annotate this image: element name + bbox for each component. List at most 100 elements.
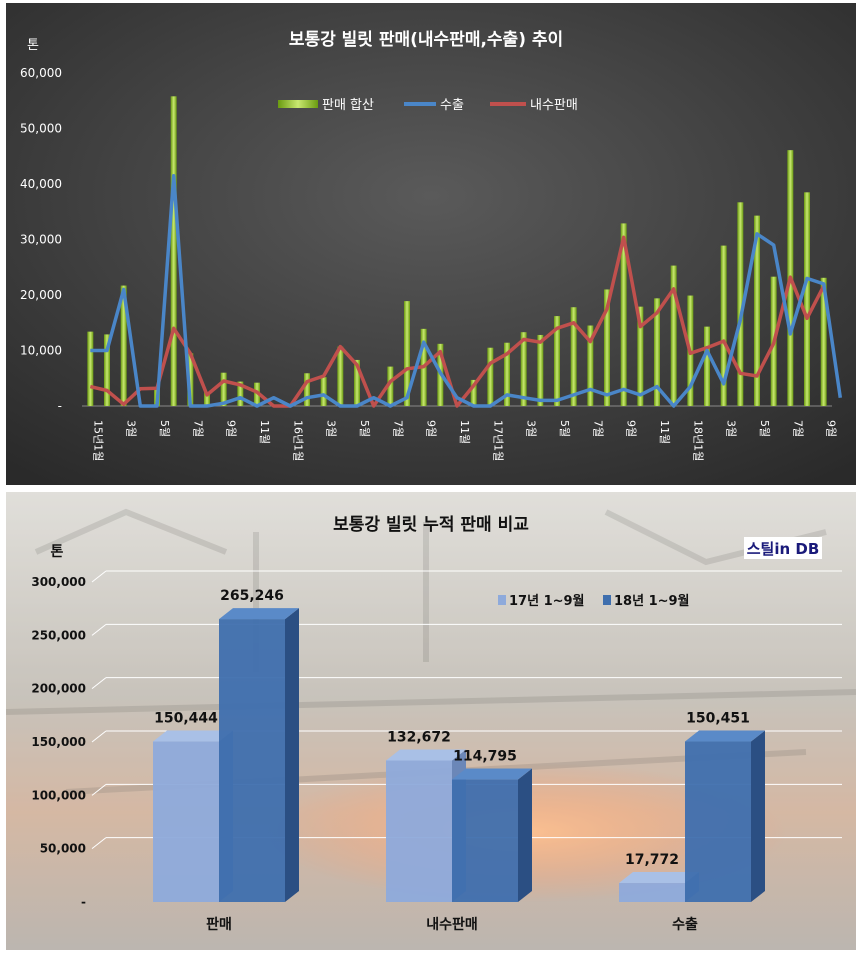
chart1-y-tick-label: -: [58, 399, 62, 413]
sum-bar: [804, 192, 810, 406]
chart2-gridline-diag: [91, 783, 107, 796]
chart1-legend: 판매 합산 수출 내수판매: [278, 98, 578, 113]
cumulative-bar-value-label: 265,246: [220, 588, 284, 604]
sum-bar: [237, 381, 244, 406]
chart1-x-tick-label: 5월: [758, 420, 771, 437]
cumulative-bar-side: [518, 768, 532, 902]
chart2-y-tick-label: 150,000: [31, 735, 86, 749]
sum-bar: [404, 301, 410, 406]
cumulative-bar-top: [386, 749, 466, 761]
chart2-y-tick-label: 100,000: [31, 788, 86, 802]
chart1-y-tick-label: 20,000: [20, 288, 62, 302]
sum-bar: [320, 377, 327, 406]
cumulative-bar-top: [153, 730, 233, 742]
sum-bar: [387, 366, 394, 406]
chart2-category-label: 판매: [206, 917, 232, 933]
sum-bar: [104, 334, 110, 406]
sum-bar: [654, 298, 660, 406]
chart2-title: 보통강 빌릿 누적 판매 비교: [333, 515, 529, 535]
legend-label-domestic: 내수판매: [530, 98, 578, 113]
chart2-gridline-diag: [91, 570, 107, 583]
sum-bar: [704, 326, 710, 406]
sum-bar: [604, 289, 610, 406]
chart1-x-tick-label: 5월: [558, 420, 571, 437]
legend-label-17: 17년 1~9월: [509, 593, 585, 609]
chart1-title: 보통강 빌릿 판매(내수판매,수출) 추이: [289, 30, 563, 50]
chart1-x-tick-label: 3월: [725, 420, 738, 437]
sum-bar: [737, 202, 744, 406]
chart1-y-tick-label: 40,000: [20, 177, 62, 191]
legend-swatch-17: [498, 595, 506, 605]
chart2-y-unit: 톤: [51, 544, 64, 560]
chart1-y-tick-label: 30,000: [20, 233, 62, 247]
chart1-x-tick-label: 7월: [191, 420, 204, 437]
cumulative-bar-front: [452, 779, 518, 902]
logo-text: 스틸in DB: [747, 540, 820, 558]
sales-trend-svg: 보통강 빌릿 판매(내수판매,수출) 추이 톤 - 10,000 20,000 30,…: [6, 3, 856, 485]
sum-bar: [204, 392, 210, 406]
legend-swatch-sum: [278, 100, 318, 108]
chart1-x-tick-label: 16년1월: [291, 420, 304, 461]
chart2-gridline-diag: [91, 623, 107, 636]
cumulative-bar-value-label: 17,772: [625, 852, 679, 868]
chart2-gridline-diag: [91, 837, 107, 850]
chart1-x-tick-label: 9월: [225, 420, 238, 437]
chart1-y-tick-label: 10,000: [20, 344, 62, 358]
sum-bar: [570, 307, 577, 406]
chart1-x-tick-label: 11월: [658, 420, 671, 444]
legend-swatch-18: [603, 595, 611, 605]
cumulative-bar-top: [452, 768, 532, 780]
cumulative-sales-svg: 보통강 빌릿 누적 판매 비교 톤 스틸in DB - 50,000 100,000…: [6, 492, 856, 950]
chart2-category-label: 내수판매: [426, 917, 478, 933]
cumulative-bar-front: [153, 741, 219, 902]
chart2-y-tick-label: 250,000: [31, 628, 86, 642]
cumulative-bar-front: [386, 760, 452, 902]
cumulative-bar-side: [285, 608, 299, 902]
export-line: [90, 173, 843, 408]
sum-bar: [87, 331, 94, 406]
sum-bar: [304, 373, 310, 406]
chart1-x-tick-label: 15년1월: [91, 420, 104, 461]
chart2-legend: 17년 1~9월 18년 1~9월: [498, 593, 690, 609]
cumulative-bar-value-label: 114,795: [453, 749, 517, 765]
cumulative-bar-top: [685, 730, 765, 742]
cumulative-bar-value-label: 150,451: [686, 711, 750, 727]
sum-bar: [754, 215, 760, 406]
cumulative-bar-front: [685, 741, 751, 902]
sum-bar: [487, 347, 494, 406]
legend-label-sum: 판매 합산: [322, 98, 374, 113]
cumulative-bar-value-label: 150,444: [154, 711, 218, 727]
sum-bar: [554, 316, 560, 406]
sum-bar: [187, 353, 194, 406]
chart1-x-tick-label: 7월: [391, 420, 404, 437]
chart1-x-tick-label: 9월: [425, 420, 438, 437]
chart1-x-tick-label: 3월: [325, 420, 338, 437]
steelin-db-logo: 스틸in DB: [744, 537, 822, 559]
cumulative-sales-chart: 보통강 빌릿 누적 판매 비교 톤 스틸in DB - 50,000 100,000…: [6, 492, 856, 950]
chart1-x-tick-label: 11월: [458, 420, 471, 444]
chart2-y-tick-label: 300,000: [31, 575, 86, 589]
chart1-x-tick-label: 5월: [158, 420, 171, 437]
chart1-x-tick-label: 3월: [125, 420, 138, 437]
sum-bar: [537, 334, 544, 406]
chart1-x-tick-label: 5월: [358, 420, 371, 437]
sum-bar: [170, 96, 177, 406]
sum-bar: [354, 359, 360, 406]
chart2-y-tick-label: -: [81, 895, 86, 909]
legend-label-18: 18년 1~9월: [614, 593, 690, 609]
cumulative-bar-top: [219, 608, 299, 620]
sum-bar: [504, 342, 510, 406]
cumulative-bar-top: [619, 872, 699, 884]
chart1-x-tick-label: 3월: [525, 420, 538, 437]
chart1-x-tick-label: 17년1월: [491, 420, 504, 461]
chart1-x-tick-label: 9월: [825, 420, 838, 437]
chart2-y-tick-label: 200,000: [31, 682, 86, 696]
chart1-x-tick-label: 9월: [625, 420, 638, 437]
chart2-category-label: 수출: [672, 916, 698, 933]
chart1-lines: [89, 173, 843, 408]
sum-bar: [670, 265, 677, 406]
sum-bar: [470, 379, 477, 406]
chart1-x-tick-label: 7월: [591, 420, 604, 437]
chart2-gridline-diag: [91, 677, 107, 690]
